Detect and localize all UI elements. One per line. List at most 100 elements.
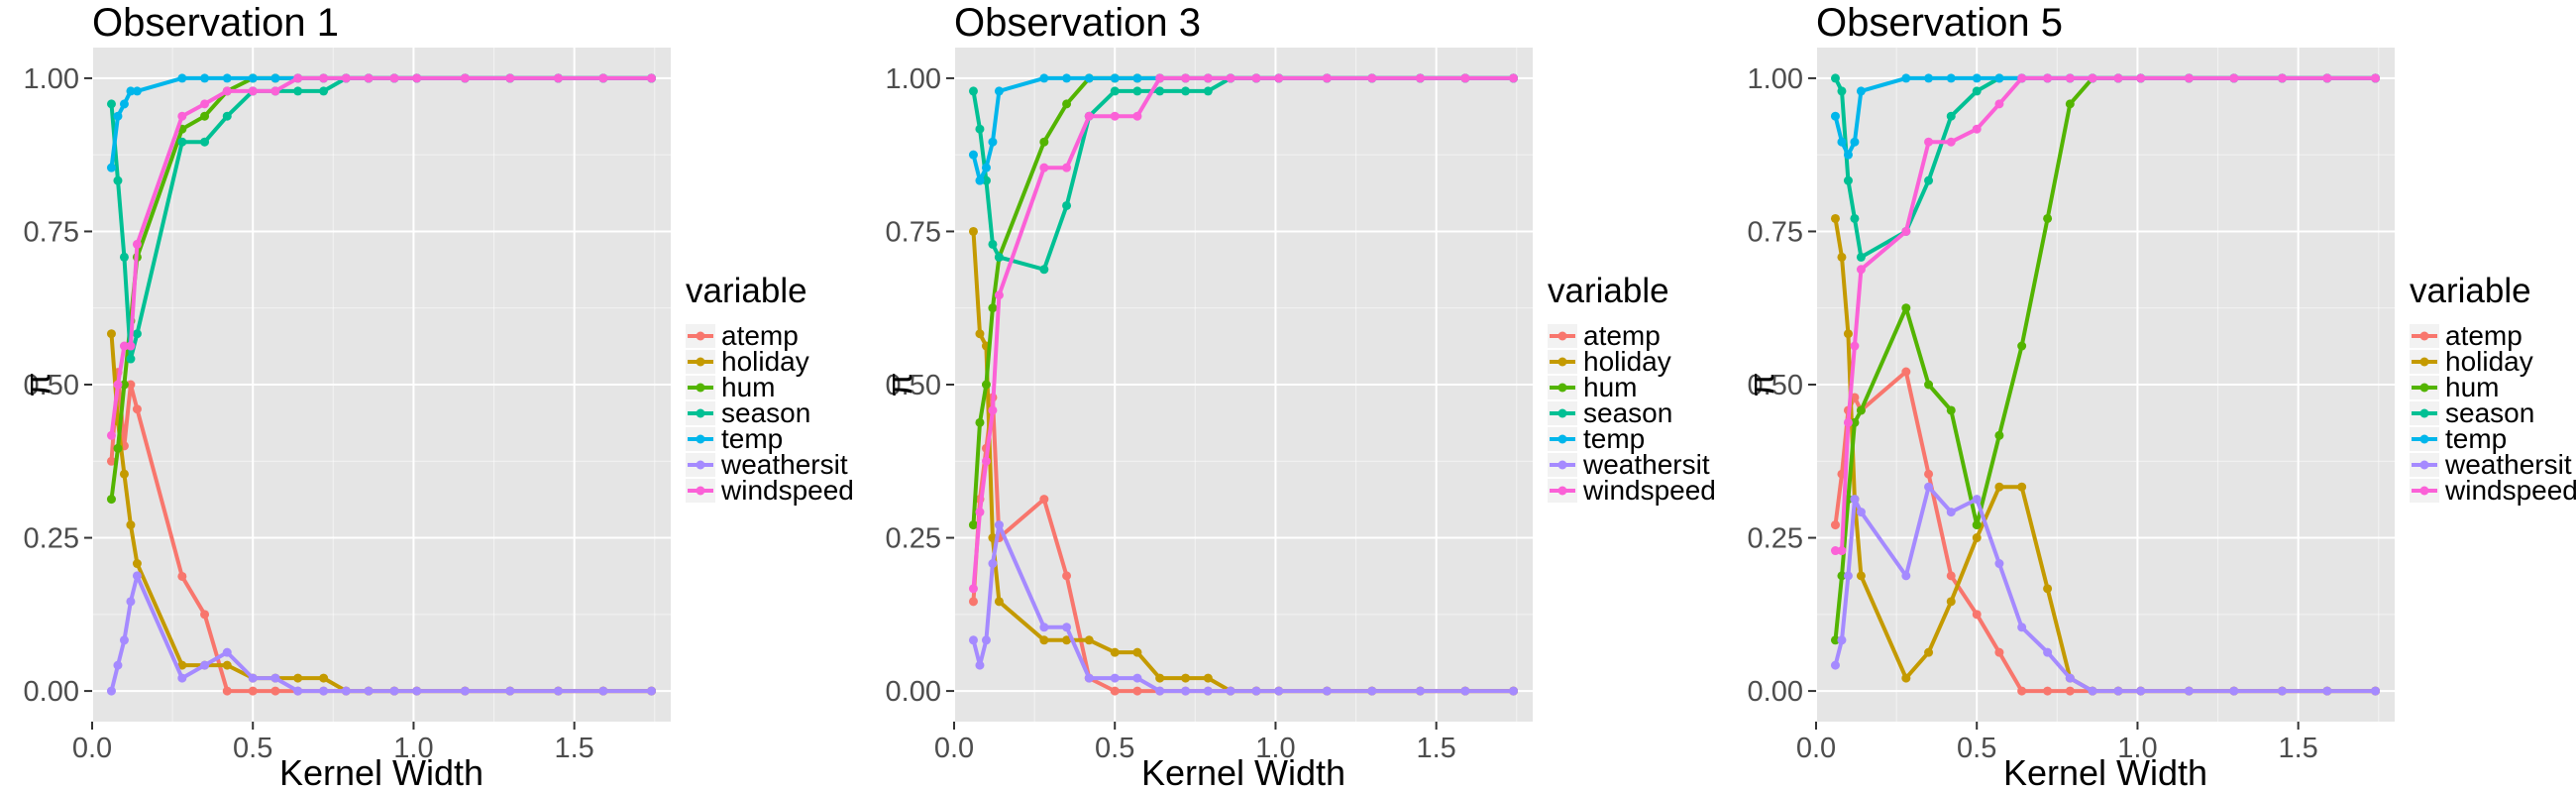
- legend-label: season: [1583, 397, 1672, 428]
- y-axis-label: π: [17, 373, 57, 397]
- data-point-holiday: [1181, 673, 1191, 683]
- data-point-windspeed: [1226, 73, 1235, 83]
- data-point-temp: [106, 163, 116, 172]
- data-point-atemp: [1132, 686, 1142, 696]
- y-tick-label: 0.00: [24, 676, 79, 708]
- y-tick-label: 1.00: [24, 63, 79, 95]
- y-tick-label: 0.75: [24, 216, 79, 248]
- legend-title: variable: [686, 272, 807, 310]
- legend-key-point: [1557, 408, 1567, 418]
- data-point-season: [1203, 86, 1213, 96]
- legend-key-point: [1557, 331, 1567, 341]
- legend-item-hum: hum: [686, 372, 775, 402]
- legend-title: variable: [1548, 272, 1669, 310]
- legend-key-point: [1557, 357, 1567, 367]
- data-point-atemp: [248, 686, 258, 696]
- data-point-weathersit: [106, 686, 116, 696]
- data-point-atemp: [106, 456, 116, 466]
- data-point-atemp: [2065, 686, 2075, 696]
- legend-item-holiday: holiday: [2410, 346, 2533, 377]
- data-point-weathersit: [1062, 623, 1072, 632]
- data-point-season: [132, 329, 142, 339]
- data-point-holiday: [222, 660, 232, 670]
- data-point-windspeed: [1856, 265, 1866, 275]
- data-point-windspeed: [647, 73, 657, 83]
- data-point-windspeed: [598, 73, 608, 83]
- data-point-weathersit: [113, 660, 123, 670]
- data-point-holiday: [2017, 482, 2027, 492]
- data-point-hum: [1924, 380, 1934, 390]
- data-point-season: [1924, 175, 1934, 185]
- data-point-weathersit: [1322, 686, 1332, 696]
- data-point-weathersit: [1110, 673, 1120, 683]
- x-tick-label: 1.0: [2117, 733, 2157, 764]
- data-point-season: [1155, 86, 1165, 96]
- data-point-hum: [1039, 137, 1049, 147]
- data-point-atemp: [177, 571, 187, 581]
- data-point-season: [177, 137, 187, 147]
- y-tick-label: 0.50: [24, 370, 79, 401]
- data-point-windspeed: [460, 73, 470, 83]
- data-point-hum: [113, 443, 123, 453]
- data-point-holiday: [319, 673, 329, 683]
- data-point-windspeed: [248, 86, 258, 96]
- data-point-temp: [1901, 73, 1911, 83]
- data-point-weathersit: [293, 686, 303, 696]
- data-point-holiday: [106, 329, 116, 339]
- data-point-season: [1039, 265, 1049, 275]
- legend-item-temp: temp: [2410, 423, 2507, 454]
- legend-label: atemp: [1583, 320, 1661, 351]
- data-point-weathersit: [177, 673, 187, 683]
- data-point-season: [1110, 86, 1120, 96]
- data-point-atemp: [1901, 367, 1911, 377]
- data-point-weathersit: [1132, 673, 1142, 683]
- panel-observation-5: 0.00 0.25 0.50 0.75 1.00 0.0 0.5 1.0 1.5 Observat…: [1724, 0, 2576, 793]
- legend-label: hum: [721, 372, 775, 402]
- data-point-season: [1946, 111, 1956, 121]
- legend-key-point: [696, 460, 705, 470]
- data-point-weathersit: [2277, 686, 2287, 696]
- x-tick-label: 1.5: [1417, 733, 1456, 764]
- y-tick-label: 0.75: [886, 216, 941, 248]
- data-point-temp: [126, 86, 136, 96]
- data-point-windspeed: [1155, 73, 1165, 83]
- legend-key-point: [1557, 383, 1567, 393]
- data-point-weathersit: [1367, 686, 1377, 696]
- data-point-weathersit: [1830, 660, 1840, 670]
- data-point-season: [200, 137, 210, 147]
- data-point-temp: [248, 73, 258, 83]
- legend-label: temp: [1583, 423, 1645, 454]
- y-axis-label: π: [1741, 373, 1781, 397]
- data-point-windspeed: [988, 405, 998, 415]
- data-point-temp: [113, 111, 123, 121]
- legend-item-windspeed: windspeed: [2410, 475, 2576, 506]
- data-point-holiday: [1843, 329, 1853, 339]
- data-point-weathersit: [1181, 686, 1191, 696]
- data-point-temp: [1084, 73, 1094, 83]
- data-point-weathersit: [505, 686, 515, 696]
- data-point-weathersit: [1251, 686, 1261, 696]
- data-point-atemp: [1924, 469, 1934, 479]
- legend-key-point: [2419, 486, 2429, 496]
- data-point-windspeed: [1843, 417, 1853, 427]
- data-point-windspeed: [132, 239, 142, 249]
- data-point-weathersit: [1994, 559, 2004, 569]
- data-point-windspeed: [119, 341, 129, 351]
- legend-key-point: [2419, 408, 2429, 418]
- legend-item-season: season: [686, 397, 810, 428]
- data-point-season: [119, 252, 129, 262]
- data-point-windspeed: [1274, 73, 1284, 83]
- legend-label: holiday: [2445, 346, 2533, 377]
- data-point-windspeed: [1901, 226, 1911, 236]
- legend-item-weathersit: weathersit: [686, 449, 848, 480]
- data-point-weathersit: [598, 686, 608, 696]
- data-point-hum: [1994, 430, 2004, 440]
- data-point-temp: [981, 163, 991, 172]
- legend-title: variable: [2410, 272, 2531, 310]
- data-point-temp: [1110, 73, 1120, 83]
- chart-title: Observation 3: [954, 1, 1201, 45]
- legend-label: weathersit: [2444, 449, 2572, 480]
- x-tick-label: 1.5: [555, 733, 594, 764]
- legend: variable atempholidayhumseasontempweather…: [1548, 272, 1714, 506]
- data-point-temp: [132, 86, 142, 96]
